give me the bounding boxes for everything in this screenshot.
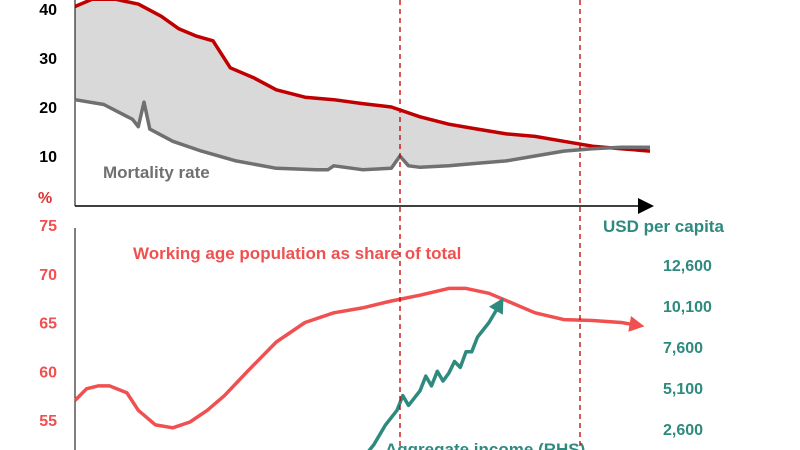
series-line-mortality-rate [74,97,650,172]
top-y-tick-40: 40 [39,2,57,19]
bottom-y-tick-70: 70 [39,267,57,284]
top-y-unit: % [38,190,52,207]
working-age-arrow-icon [628,316,645,332]
top-y-tick-20: 20 [39,100,57,117]
bottom-y-tick-65: 65 [39,316,57,333]
rhs-tick-1: 10,100 [663,299,712,316]
top-panel: 40 30 20 10 % Mortality rate [38,0,654,214]
top-x-axis-arrow-icon [638,198,654,214]
top-y-tick-30: 30 [39,51,57,68]
rhs-unit-label: USD per capita [603,217,724,236]
bottom-y-tick-60: 60 [39,364,57,381]
series-line-working-age [73,286,639,430]
bottom-y-tick-55: 55 [39,413,57,430]
shaded-gap-area [75,0,650,170]
series-line-upper [74,0,651,153]
bottom-y-tick-75: 75 [39,218,57,235]
rhs-tick-4: 2,600 [663,422,703,439]
mortality-rate-label: Mortality rate [103,163,210,182]
rhs-tick-0: 12,600 [663,258,712,275]
aggregate-income-label: Aggregate income (RHS) [385,440,585,450]
top-y-tick-10: 10 [39,149,57,166]
working-age-label: Working age population as share of total [133,244,461,263]
rhs-tick-2: 7,600 [663,340,703,357]
rhs-tick-3: 5,100 [663,381,703,398]
aggregate-income-arrow-icon [489,297,504,315]
series-line-aggregate-income [367,302,503,450]
bottom-panel: 75 70 65 60 55 12,600 10,100 7,600 5,100 2,600 U… [39,217,724,450]
